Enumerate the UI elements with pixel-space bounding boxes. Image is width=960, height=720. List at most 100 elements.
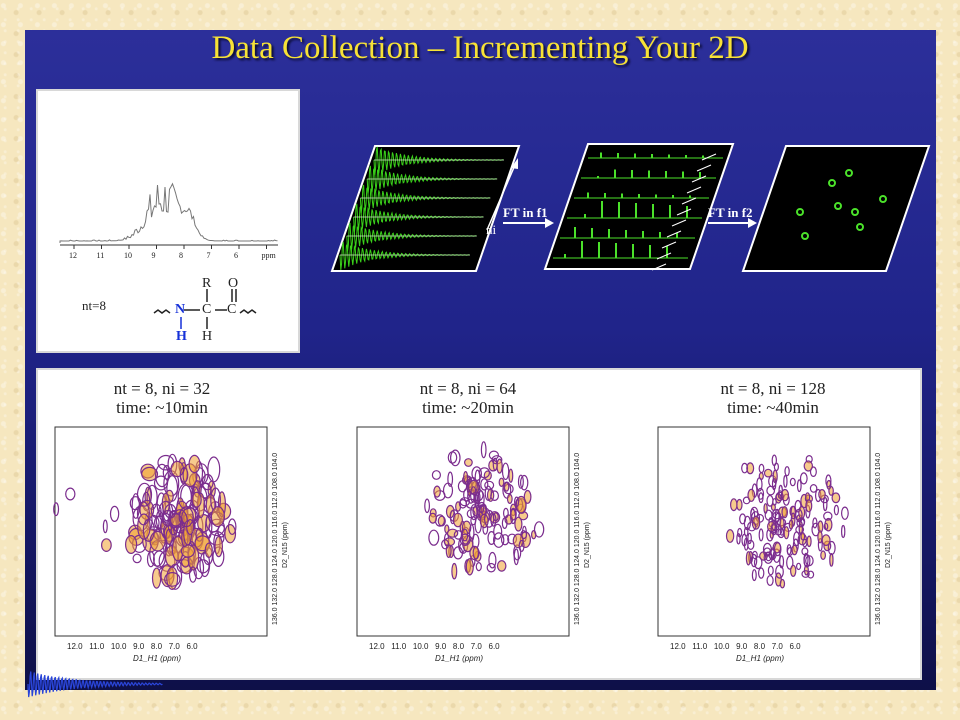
plot-3-contours <box>725 454 849 589</box>
plot-1-title-line1: nt = 8, ni = 32 <box>113 379 211 398</box>
contour-peak <box>191 491 202 508</box>
contour-peak <box>158 500 174 523</box>
plot-1-contours <box>53 453 237 591</box>
atom-c-carbonyl: C <box>227 302 237 317</box>
contour-peak <box>470 516 477 526</box>
plot-3-x-label: D1_H1 (ppm) <box>736 654 785 663</box>
peptide-structure <box>153 289 257 329</box>
contour-peak <box>523 489 532 504</box>
contour-peak <box>480 441 487 459</box>
contour-peak <box>150 503 162 518</box>
contour-peak <box>65 487 76 501</box>
contour-peak <box>125 534 138 554</box>
plot-3-title-line2: time: ~40min <box>727 398 819 417</box>
contour-peak <box>153 475 169 491</box>
plot-1-title-line2: time: ~10min <box>116 398 208 417</box>
contour-peak <box>475 561 482 572</box>
contour-peak <box>459 497 470 507</box>
plot-3-frame <box>657 426 871 637</box>
contour-peak <box>204 542 213 559</box>
contour-peak <box>492 457 498 471</box>
2d-peak <box>834 202 842 210</box>
contour-peak <box>817 530 823 544</box>
contour-peak <box>227 518 237 535</box>
contour-peak <box>196 559 210 574</box>
contour-peak <box>781 506 789 519</box>
contour-peak <box>100 538 112 552</box>
contour-peak <box>774 523 783 536</box>
spectrum-1d-tick-4: 8 <box>179 251 183 260</box>
contour-peak <box>758 528 764 542</box>
contour-peak <box>736 532 741 545</box>
contour-peak <box>446 528 459 538</box>
plot-2-x-label: D1_H1 (ppm) <box>435 654 484 663</box>
contour-peak <box>747 488 756 502</box>
plot-1-x-label: D1_H1 (ppm) <box>133 654 182 663</box>
plot-2-y-ticks: 136.0 132.0 128.0 124.0 120.0 116.0 112.… <box>574 452 581 625</box>
spectrum-1d-tick-5: 7 <box>206 251 211 260</box>
plot-2-x-ticks: 12.0 11.0 10.0 9.0 8.0 7.0 6.0 <box>369 642 500 651</box>
contour-peak <box>763 551 774 564</box>
nt-label: nt=8 <box>82 298 106 313</box>
plot-1-y-ticks: 136.0 132.0 128.0 124.0 120.0 116.0 112.… <box>272 452 279 625</box>
contour-peak <box>791 544 798 556</box>
contour-peak <box>795 508 803 522</box>
contour-peak <box>478 467 490 479</box>
contour-peak <box>779 517 785 530</box>
contour-peak <box>800 531 806 541</box>
contour-peak <box>802 538 808 548</box>
contour-peak <box>53 502 60 517</box>
contour-peak <box>464 458 473 467</box>
contour-peak <box>162 465 171 480</box>
contour-peak <box>179 467 189 483</box>
contour-peak <box>803 460 814 472</box>
2d-peak <box>851 208 859 216</box>
spectrum-1d-panel: 12 11 10 9 8 7 6 ppm nt=8 N C C R O H H <box>36 89 300 353</box>
contour-peak <box>486 562 496 573</box>
contour-peak <box>441 539 450 550</box>
spectrum-1d-tick-2: 10 <box>124 251 132 260</box>
spectrum-1d-tick-0: 12 <box>69 251 77 260</box>
contour-peak <box>827 540 836 556</box>
contour-peak <box>758 567 765 579</box>
contour-peak <box>199 551 211 578</box>
contour-peak <box>520 474 529 491</box>
contour-peak <box>823 522 829 531</box>
atom-r: R <box>202 276 212 291</box>
contour-peak <box>493 523 503 540</box>
contour-peak <box>500 534 510 546</box>
plot-3-y-label: D2_N15 (ppm) <box>885 522 892 568</box>
contour-peak <box>786 555 794 570</box>
spectrum-1d-tick-6: 6 <box>234 251 238 260</box>
contour-peak <box>818 489 826 500</box>
2d-peak <box>845 169 853 177</box>
contour-peak <box>783 474 788 488</box>
contour-peak <box>756 477 763 492</box>
contour-peak <box>471 466 482 482</box>
contour-peak <box>449 449 461 467</box>
contour-peak <box>513 548 520 566</box>
contour-peak <box>109 505 120 523</box>
contour-peak <box>433 485 441 498</box>
contour-peak <box>188 454 201 474</box>
contour-peak <box>487 530 496 545</box>
spectrum-1d-tick-7: ppm <box>261 251 276 260</box>
spectrum-1d-plot <box>59 182 278 249</box>
contour-peak <box>831 492 841 504</box>
spectrum-2d-peaks <box>796 169 887 240</box>
contour-peak <box>822 497 828 512</box>
contour-peak <box>136 501 150 526</box>
interferogram-stack <box>553 152 723 271</box>
contour-peak <box>790 564 797 577</box>
atom-h-alpha: H <box>202 329 213 344</box>
contour-peak <box>796 479 802 493</box>
contour-peak <box>745 551 752 566</box>
contour-peak <box>770 503 776 511</box>
contour-peak <box>472 546 479 560</box>
contour-peak <box>784 466 790 477</box>
contour-peak <box>164 503 177 519</box>
contour-peak <box>151 567 162 589</box>
contour-peak <box>725 529 735 543</box>
contour-peak <box>809 484 818 493</box>
contour-peak <box>823 511 833 521</box>
